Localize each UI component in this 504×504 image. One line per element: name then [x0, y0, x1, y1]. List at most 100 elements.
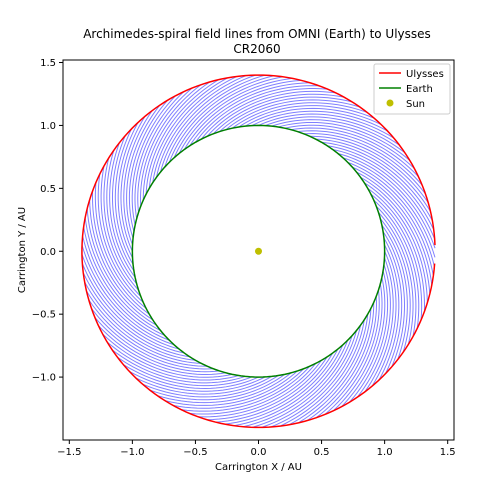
field-line	[321, 141, 433, 221]
y-axis-ticks: −1.0 −0.5 0.0 0.5 1.0 1.5	[32, 58, 63, 384]
field-line	[297, 308, 372, 424]
field-line	[168, 75, 275, 163]
field-line	[279, 319, 365, 427]
field-line	[152, 75, 238, 183]
field-line	[370, 193, 423, 321]
field-line	[148, 77, 229, 189]
field-line	[164, 74, 265, 168]
field-line	[288, 314, 369, 426]
x-axis-ticks: −1.5 −1.0 −0.5 0.0 0.5 1.0 1.5	[57, 440, 456, 458]
legend-label-earth: Earth	[406, 84, 433, 95]
field-line	[109, 142, 136, 278]
field-line	[337, 152, 436, 249]
chart-subtitle: CR2060	[233, 42, 280, 56]
field-line	[140, 84, 202, 207]
field-line	[206, 90, 336, 137]
field-line	[88, 299, 208, 367]
field-line	[349, 270, 389, 403]
field-line	[341, 277, 386, 408]
x-tick-label: −1.5	[57, 447, 81, 458]
field-line	[128, 99, 168, 232]
field-line	[233, 344, 344, 427]
field-line	[309, 135, 429, 203]
orbits	[81, 74, 436, 429]
field-line	[242, 340, 349, 428]
field-line	[123, 110, 153, 245]
field-line	[315, 296, 377, 419]
field-line	[84, 281, 196, 361]
x-tick-label: −1.0	[120, 447, 144, 458]
field-line	[86, 290, 202, 364]
field-line	[378, 212, 414, 345]
field-line	[159, 74, 256, 173]
field-line	[172, 368, 305, 409]
field-line	[129, 370, 266, 392]
legend-swatch-sun	[386, 99, 394, 107]
x-tick-label: 0.5	[314, 447, 330, 458]
y-tick-label: −0.5	[32, 310, 56, 321]
field-line	[347, 161, 435, 267]
field-line	[378, 244, 400, 381]
field-line	[225, 99, 360, 131]
ulysses-orbit	[81, 74, 436, 429]
field-line	[189, 82, 311, 147]
field-line	[381, 224, 408, 360]
field-line	[142, 81, 211, 201]
field-line	[360, 176, 431, 294]
y-axis-label: Carrington Y / AU	[17, 207, 28, 293]
field-line	[264, 116, 400, 146]
x-axis-label: Carrington X / AU	[215, 462, 302, 473]
field-line	[375, 205, 417, 337]
field-line	[356, 264, 391, 398]
field-line	[224, 348, 339, 425]
field-line	[181, 365, 311, 412]
points	[255, 247, 262, 255]
field-line	[137, 87, 193, 213]
field-line	[98, 325, 226, 375]
field-line	[149, 373, 286, 401]
field-line	[383, 237, 403, 374]
field-line	[382, 231, 406, 368]
field-line	[134, 91, 185, 219]
field-line	[324, 290, 380, 415]
field-line	[198, 359, 322, 418]
field-line	[111, 135, 135, 272]
x-tick-label: −0.5	[183, 447, 207, 458]
field-line	[215, 352, 334, 423]
field-line	[379, 218, 411, 353]
y-tick-label: 1.0	[40, 121, 56, 132]
x-tick-label: 0.0	[251, 447, 267, 458]
field-line	[278, 121, 411, 161]
field-line	[117, 356, 253, 387]
field-line	[135, 375, 272, 395]
field-line	[102, 333, 233, 378]
field-line	[106, 341, 239, 381]
field-line	[81, 254, 180, 350]
earth-orbit	[131, 124, 386, 378]
y-tick-label: 1.5	[40, 58, 56, 69]
field-line	[183, 79, 302, 150]
y-tick-label: 0.5	[40, 184, 56, 195]
field-line	[120, 116, 146, 252]
field-line	[83, 226, 165, 336]
field-line	[291, 127, 419, 178]
field-line	[258, 113, 395, 139]
field-line	[89, 199, 153, 321]
field-line	[352, 166, 434, 276]
field-line	[97, 173, 144, 303]
field-line	[117, 122, 139, 259]
legend-label-ulysses: Ulysses	[406, 69, 444, 80]
field-line	[315, 138, 431, 212]
field-line	[114, 128, 134, 265]
field-line	[332, 148, 436, 240]
field-line	[164, 370, 298, 406]
field-line	[332, 283, 383, 412]
field-line	[82, 235, 170, 341]
field-line	[111, 349, 246, 384]
field-line	[131, 95, 176, 226]
field-line	[342, 157, 436, 258]
field-line	[142, 375, 279, 398]
field-line	[364, 257, 394, 393]
field-line	[100, 165, 142, 297]
field-line	[122, 364, 259, 389]
